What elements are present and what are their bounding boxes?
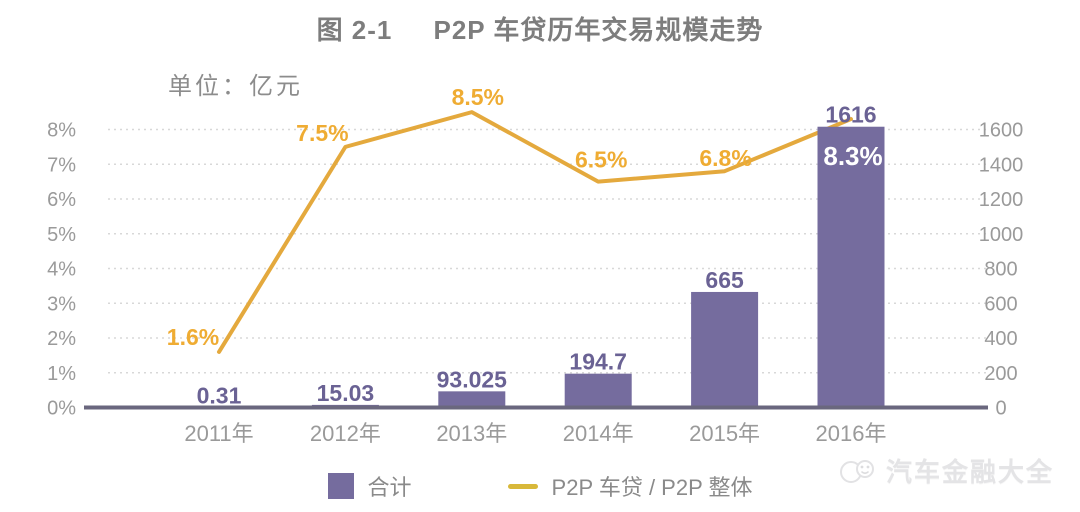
left-axis-tick: 3% [47,293,76,315]
bar-series-swatch [327,473,354,499]
x-axis-label: 2011年 [184,421,253,446]
line-point-label: 7.5% [296,120,348,146]
legend-item-trend: P2P 车贷 / P2P 整体 [507,470,753,502]
legend-item-total: 合计 [327,470,412,502]
legend: 合计 P2P 车贷 / P2P 整体 [0,468,1080,504]
right-axis-tick: 200 [984,363,1017,385]
bar-value-label: 665 [705,267,744,293]
bar-value-label: 15.03 [317,380,375,406]
bar-2016年 [817,126,885,408]
bar-value-label: 194.7 [569,349,627,375]
right-axis-tick: 400 [984,328,1017,350]
left-axis-tick: 6% [47,189,76,211]
right-axis-tick: 1000 [979,224,1024,246]
x-axis-label: 2013年 [436,421,507,446]
left-axis-tick: 0% [47,398,76,420]
watermark-logo-icon [839,459,874,483]
x-axis-label: 2012年 [310,421,381,446]
line-point-label: 8.5% [452,84,504,110]
x-axis-label: 2016年 [816,421,887,446]
bar-2015年 [691,291,759,408]
bar-value-label: 1616 [825,102,876,128]
bar-value-label: 0.31 [197,382,242,408]
right-axis-tick: 800 [984,259,1017,281]
bar-2014年 [564,373,632,408]
legend-line-label: P2P 车贷 / P2P 整体 [551,475,753,500]
line-point-label: 6.8% [699,145,751,171]
left-axis-tick: 4% [47,259,76,281]
line-series-swatch [507,483,538,489]
watermark-text: 汽车金融大全 [885,457,1054,487]
line-point-label: 1.6% [167,324,219,350]
trend-line [217,110,853,354]
right-axis-tick: 0 [995,398,1006,420]
left-axis-tick: 5% [47,224,76,246]
chart-title: 图 2-1 P2P 车贷历年交易规模走势 [316,15,764,45]
left-axis-tick: 1% [47,363,76,385]
x-axis-label: 2015年 [689,421,760,446]
right-axis-tick: 600 [984,293,1017,315]
unit-label: 单位：亿元 [168,73,303,100]
x-axis-label: 2014年 [563,421,634,446]
watermark: 汽车金融大全 [838,452,1054,489]
right-axis-tick: 1200 [979,189,1024,211]
left-axis-tick: 7% [47,154,76,176]
bar-value-label: 93.025 [437,366,508,392]
left-axis-tick: 2% [47,328,76,350]
bar-2013年 [438,391,506,408]
right-axis-tick: 1600 [979,120,1024,142]
line-point-label: 8.3% [823,141,882,171]
legend-bar-label: 合计 [367,475,412,500]
right-axis-tick: 1400 [979,154,1024,176]
line-point-label: 6.5% [575,147,627,173]
left-axis-tick: 8% [47,120,76,142]
